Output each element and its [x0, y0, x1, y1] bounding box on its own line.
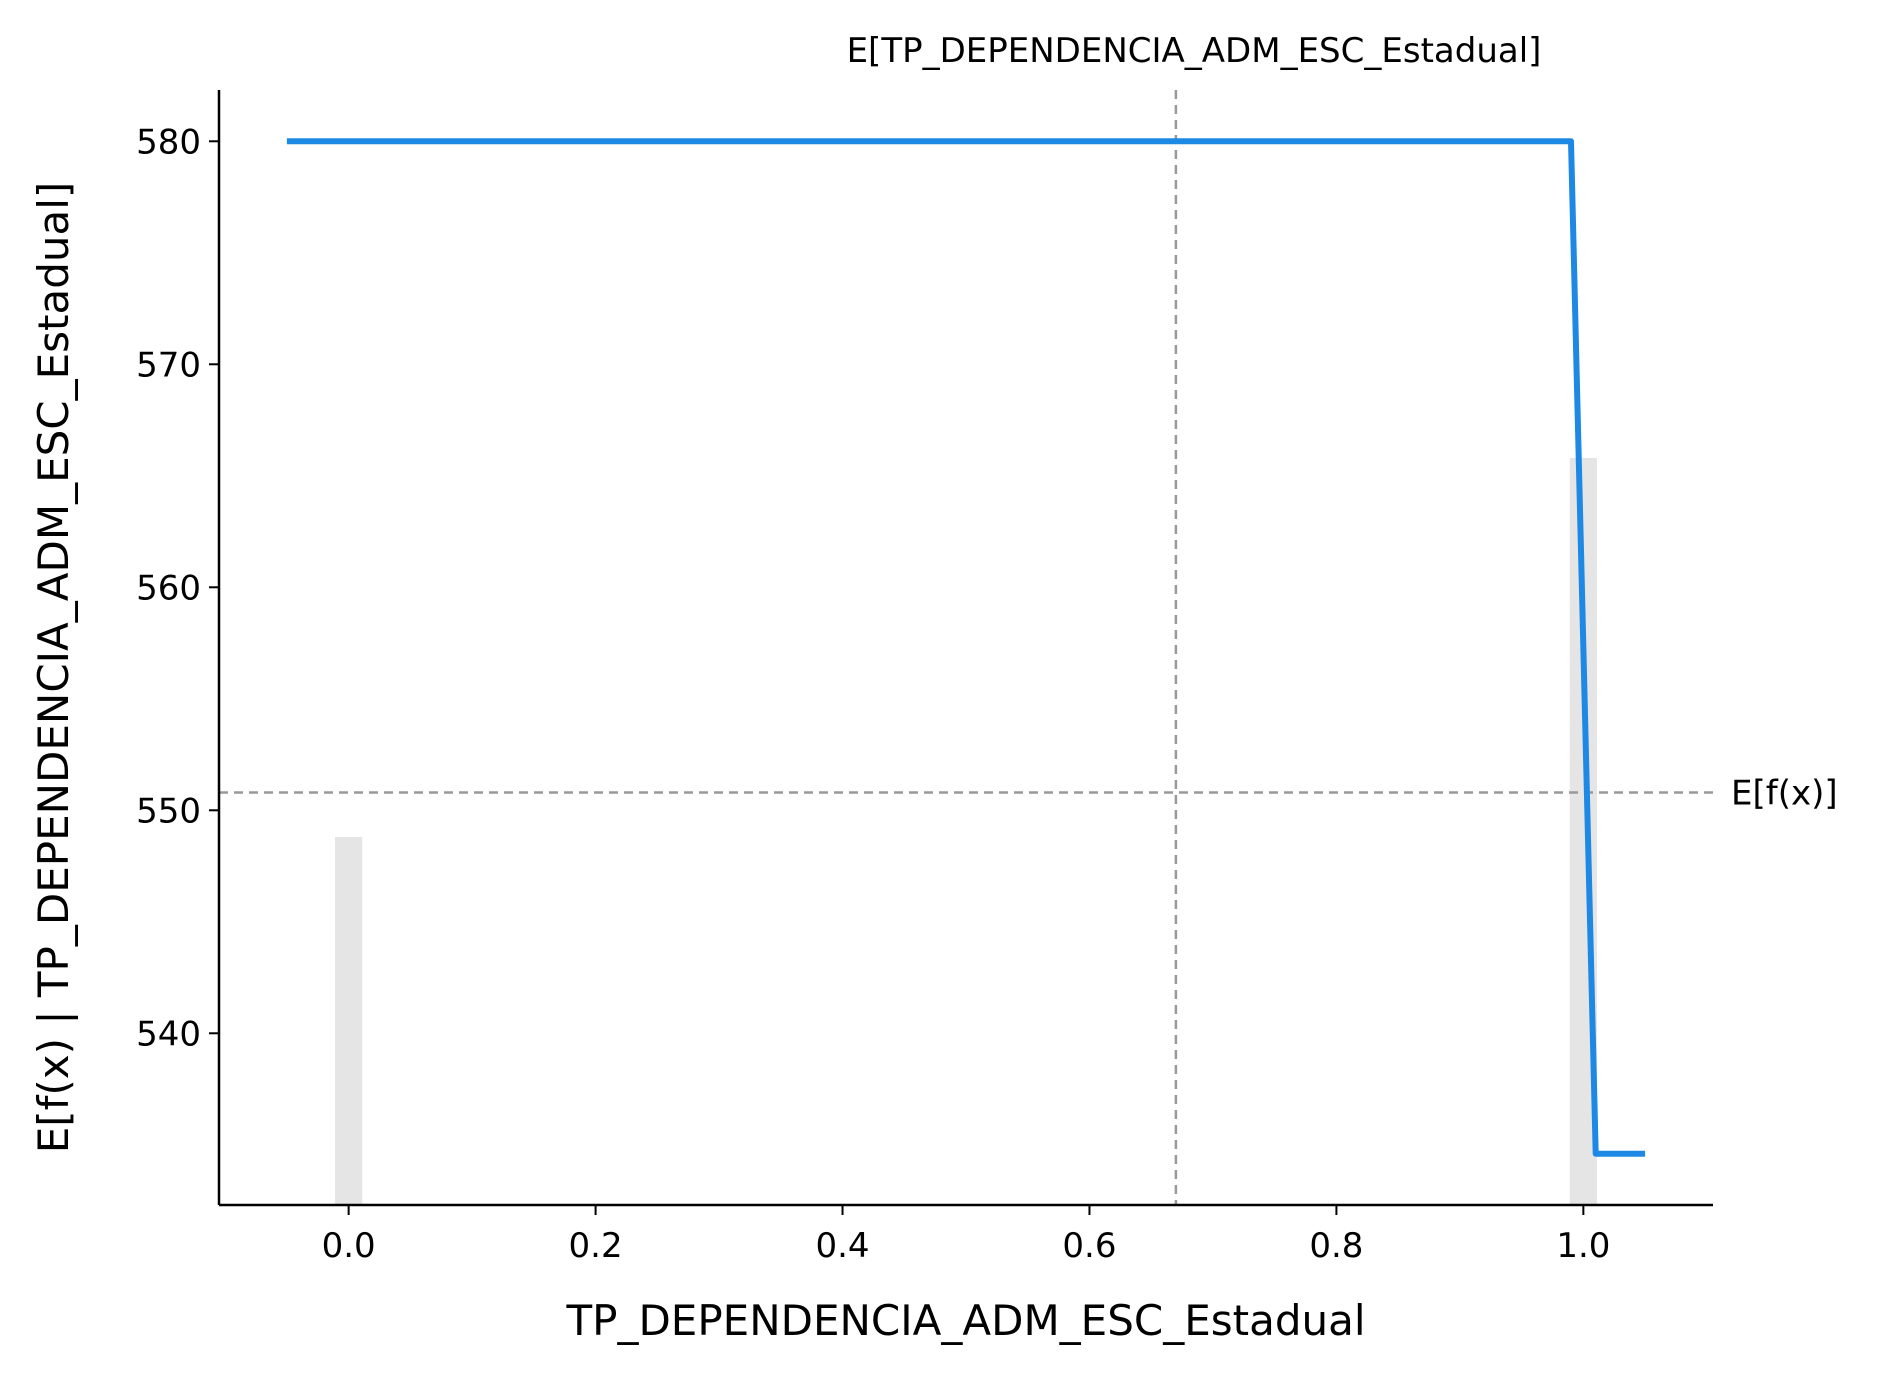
histogram-bar: [335, 837, 363, 1205]
x-tick-label: 0.2: [569, 1226, 623, 1266]
x-axis-label: TP_DEPENDENCIA_ADM_ESC_Estadual: [565, 1296, 1365, 1345]
x-tick-label: 0.0: [322, 1226, 376, 1266]
y-tick-label: 580: [136, 122, 201, 162]
axes: [217, 90, 1713, 1207]
y-tick-label: 550: [136, 791, 201, 831]
reference-lines: [219, 90, 1713, 1205]
y-tick-label: 570: [136, 345, 201, 385]
x-tick-label: 0.8: [1309, 1226, 1363, 1266]
feature-expected-value-label: E[TP_DEPENDENCIA_ADM_ESC_Estadual]: [847, 31, 1542, 71]
histogram-layer: [335, 457, 1597, 1205]
x-tick-label: 1.0: [1556, 1226, 1610, 1266]
series-layer: [286, 138, 1646, 1157]
y-tick-label: 540: [136, 1014, 201, 1054]
series-line: [286, 138, 1646, 1157]
x-tick-label: 0.6: [1062, 1226, 1116, 1266]
x-tick-label: 0.4: [815, 1226, 869, 1266]
y-tick-label: 560: [136, 568, 201, 608]
expected-value-label: E[f(x)]: [1731, 773, 1838, 813]
y-axis-label: E[f(x) | TP_DEPENDENCIA_ADM_ESC_Estadual…: [29, 182, 78, 1154]
ticks: 0.0 0.2 0.4 0.6 0.8 1.0 540 550 560 570 580: [136, 122, 1610, 1266]
